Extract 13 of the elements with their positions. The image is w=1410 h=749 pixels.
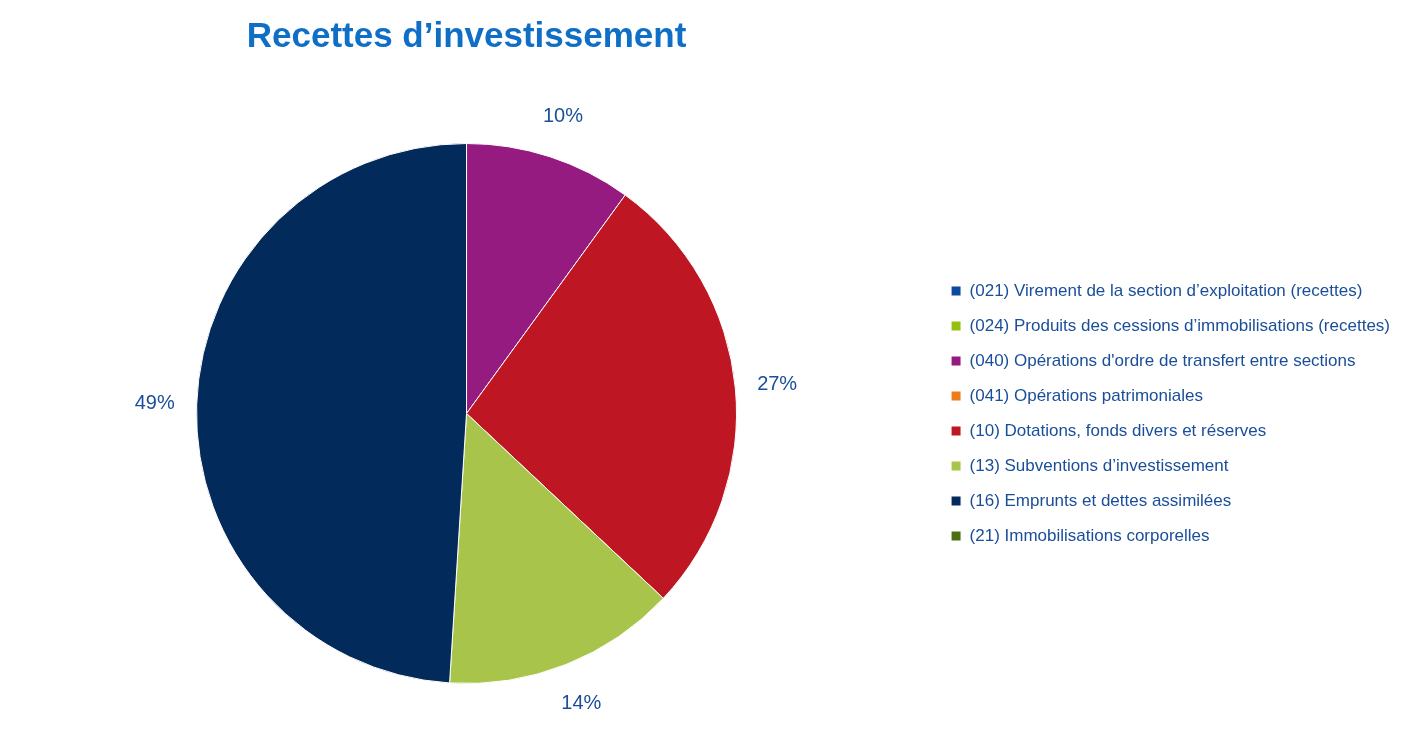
legend-label: (16) Emprunts et dettes assimilées	[969, 490, 1232, 510]
legend-label: (024) Produits des cessions d’immobilisations (recettes)	[969, 315, 1391, 335]
legend-label: (21) Immobilisations corporelles	[969, 525, 1210, 545]
legend-label: (13) Subventions d’investissement	[969, 455, 1229, 475]
chart-title: Recettes d’investissement	[246, 14, 687, 54]
legend-label: (10) Dotations, fonds divers et réserves	[969, 420, 1267, 440]
legend-label: (041) Opérations patrimoniales	[969, 385, 1203, 405]
data-label: 49%	[134, 391, 175, 414]
data-label: 10%	[542, 104, 584, 127]
data-label: 14%	[561, 691, 602, 714]
data-label: 27%	[757, 371, 798, 394]
legend-label: (040) Opérations d'ordre de transfert entre sections	[969, 350, 1356, 370]
legend-label: (021) Virement de la section d’exploitation (recettes)	[969, 280, 1363, 300]
